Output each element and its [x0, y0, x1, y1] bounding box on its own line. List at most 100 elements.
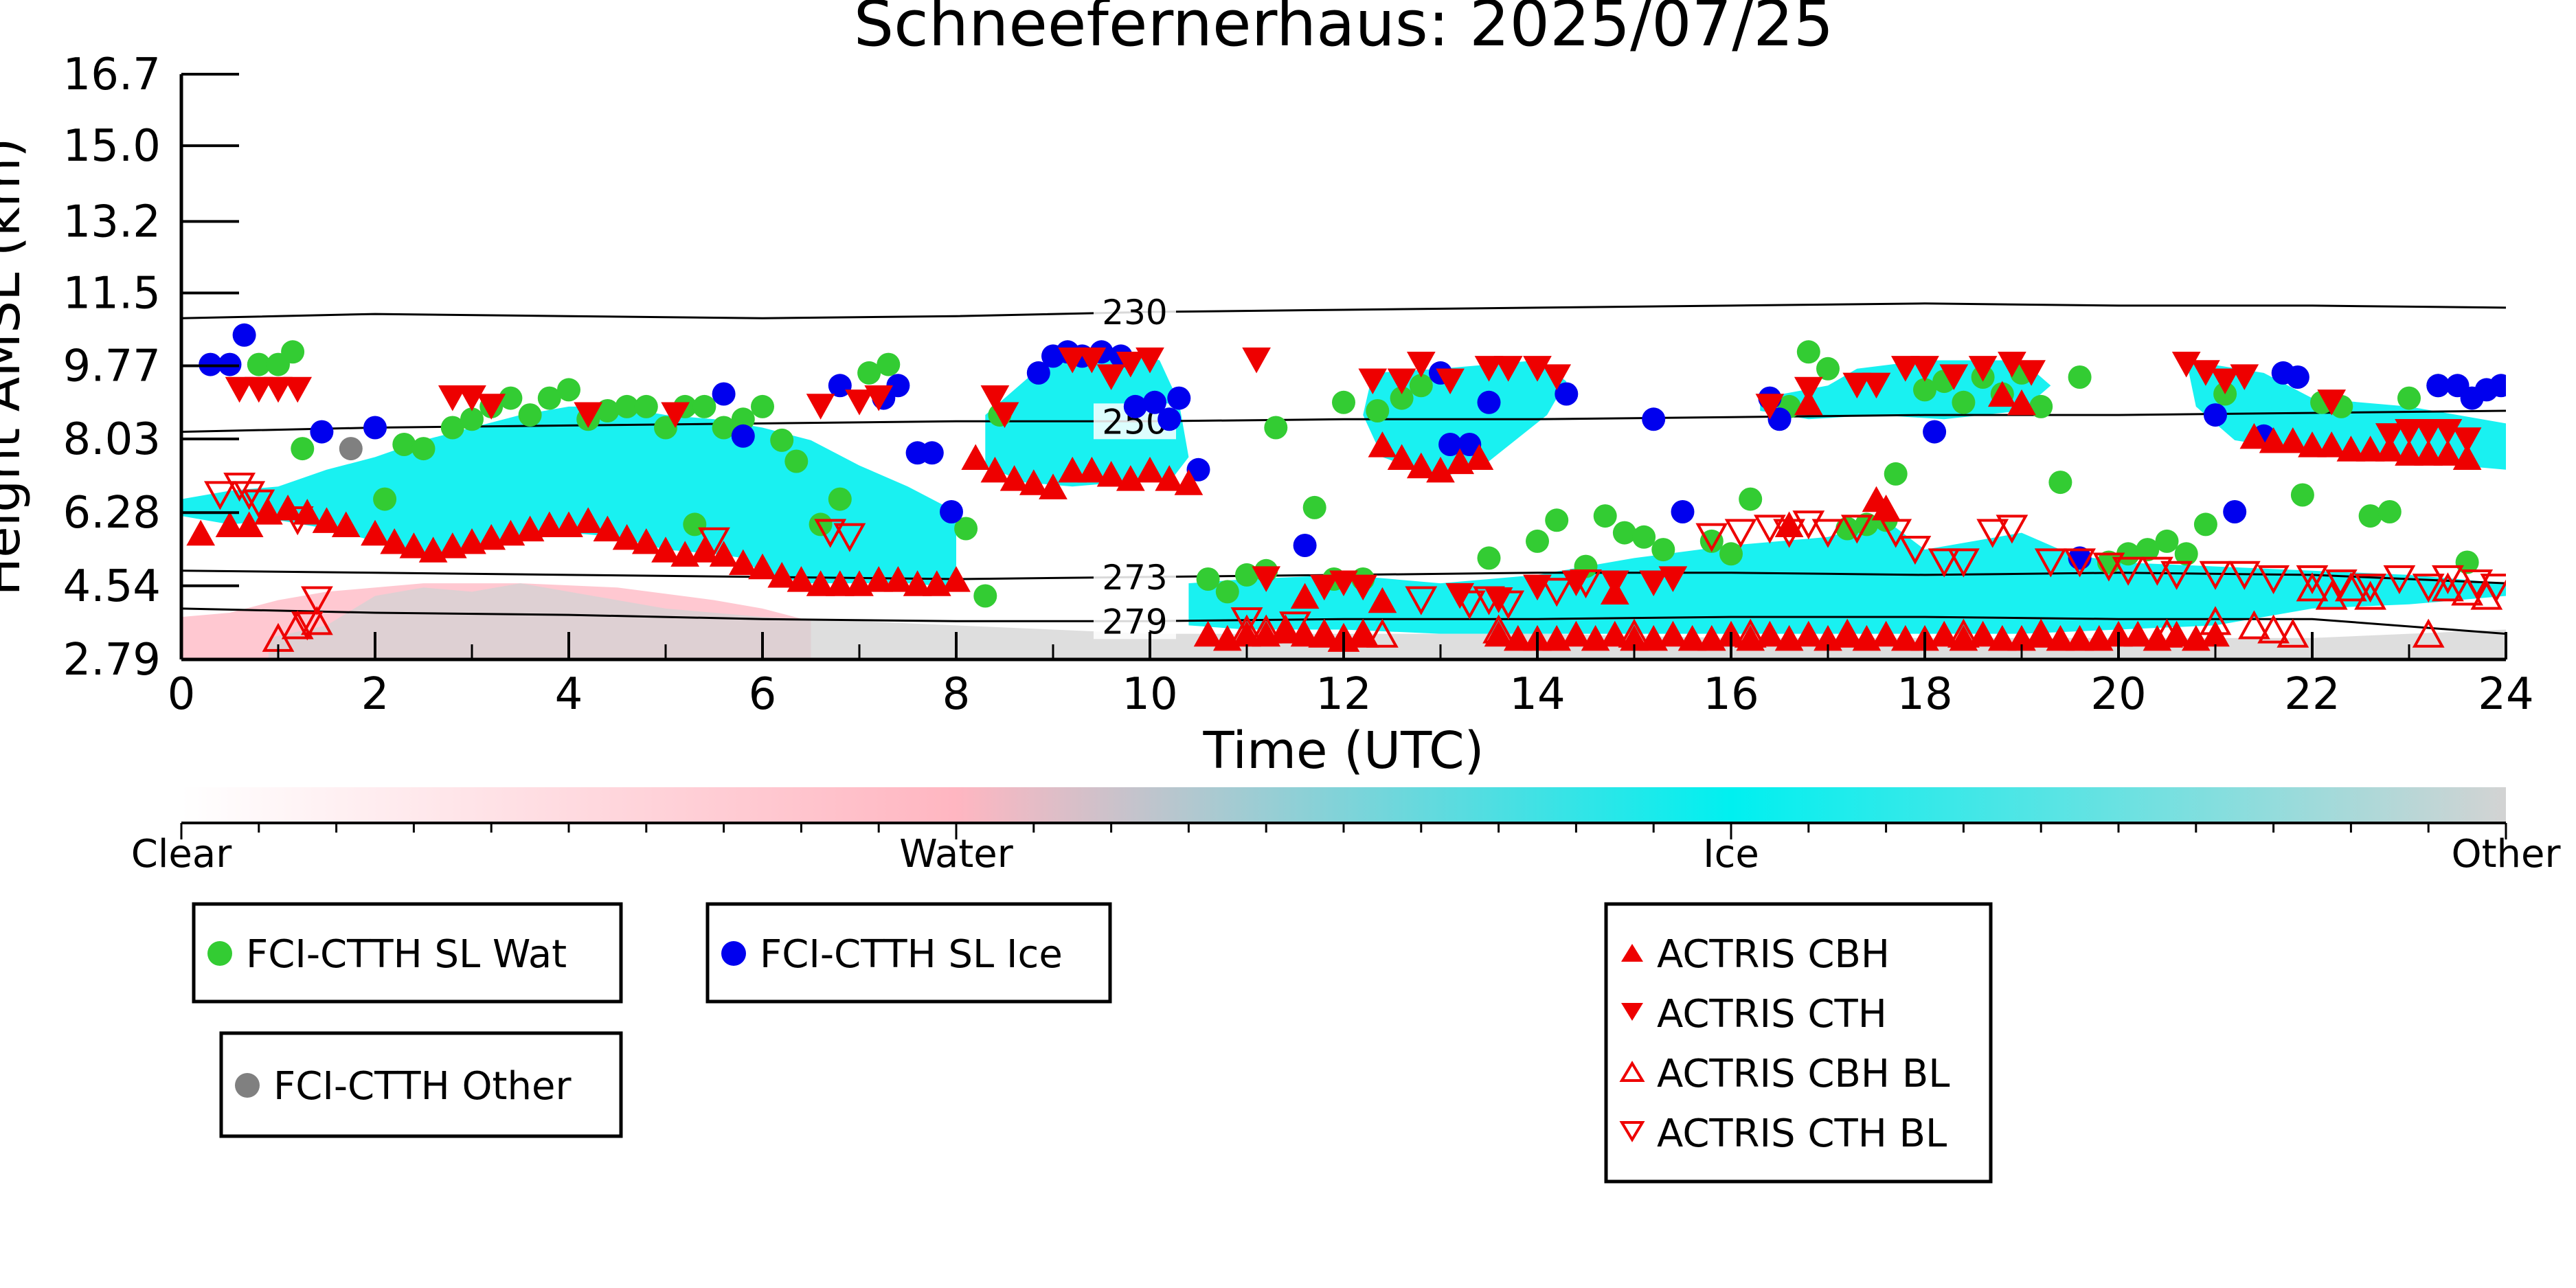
marker-fci-ctth-sl-ice [1157, 407, 1182, 431]
marker-actris-cth-bl [1773, 519, 1805, 548]
marker-actris-cbh-bl [2432, 572, 2464, 602]
marker-actris-cth-bl [2112, 556, 2145, 586]
marker-fci-ctth-sl-wat [1332, 390, 1355, 414]
marker-actris-cth [2395, 419, 2424, 445]
marker-actris-cbh [2065, 624, 2094, 651]
y-tick-label: 9.77 [63, 341, 161, 392]
marker-actris-cth-bl [2034, 548, 2067, 578]
marker-actris-cbh [2007, 389, 2036, 416]
marker-fci-ctth-other [339, 437, 363, 461]
marker-fci-ctth-sl-wat [973, 584, 997, 608]
marker-fci-ctth-sl-wat [1526, 529, 1549, 553]
marker-actris-cth-bl [2461, 569, 2494, 599]
marker-actris-cth [1523, 356, 1552, 382]
marker-fci-ctth-sl-wat [1816, 357, 1840, 381]
marker-fci-ctth-sl-wat [557, 378, 580, 402]
marker-actris-cbh [2452, 444, 2482, 471]
marker-actris-cth-bl [1879, 519, 1912, 548]
marker-fci-ctth-sl-wat [954, 517, 978, 541]
marker-actris-cth-bl [242, 489, 275, 519]
marker-fci-ctth-sl-wat [1390, 386, 1414, 410]
marker-actris-cth [1406, 352, 1436, 378]
marker-fci-ctth-sl-wat [1612, 521, 1636, 545]
marker-fci-ctth-sl-wat [2174, 542, 2198, 566]
marker-actris-cth [1436, 368, 1465, 395]
marker-actris-cth-bl [814, 519, 847, 548]
marker-actris-cth [1939, 364, 1969, 390]
legend-box-actris: ACTRIS CBH ACTRIS CTH ACTRIS CBH BL ACTR… [1604, 902, 1993, 1184]
marker-actris-cbh [186, 519, 216, 546]
marker-actris-cbh [748, 553, 777, 580]
marker-fci-ctth-sl-ice [2204, 403, 2227, 427]
marker-fci-ctth-sl-wat [1545, 508, 1569, 532]
marker-actris-cth-bl [2412, 574, 2445, 603]
marker-fci-ctth-sl-wat [281, 340, 305, 364]
marker-fci-ctth-sl-wat [2397, 386, 2421, 410]
marker-actris-cbh [1930, 620, 1959, 647]
marker-fci-ctth-sl-ice [1642, 407, 1666, 431]
marker-actris-cbh [1987, 624, 2017, 651]
marker-actris-cbh [767, 561, 797, 588]
marker-actris-cbh [534, 511, 564, 538]
marker-actris-cbh-bl [2412, 618, 2445, 648]
marker-actris-cbh-bl [2276, 618, 2309, 648]
marker-actris-cth-bl [1540, 578, 1573, 607]
legend-marker-cth-bl [1619, 1121, 1645, 1142]
x-axis-label: Time (UTC) [1202, 721, 1484, 780]
marker-actris-cth [2171, 352, 2201, 378]
marker-actris-cbh [1890, 624, 1920, 651]
marker-actris-cth-bl [2257, 565, 2290, 595]
marker-fci-ctth-sl-ice [1767, 407, 1792, 431]
marker-fci-ctth-sl-ice [1186, 457, 1210, 482]
x-tick-label: 8 [942, 669, 971, 720]
marker-actris-cth-bl [291, 611, 324, 641]
legend-label-sl-ice: FCI-CTTH SL Ice [760, 932, 1063, 977]
x-tick-label: 24 [2478, 669, 2533, 720]
marker-fci-ctth-sl-wat [291, 437, 315, 461]
marker-actris-cbh [1096, 460, 1126, 487]
marker-actris-cbh-bl [2257, 614, 2290, 644]
marker-fci-ctth-sl-wat [373, 487, 397, 511]
y-tick-label: 16.7 [63, 49, 161, 100]
marker-actris-cbh [1368, 431, 1397, 457]
x-tick-label: 14 [1509, 669, 1565, 720]
x-tick-label: 4 [555, 669, 583, 720]
marker-actris-cth [244, 376, 273, 403]
marker-fci-ctth-sl-wat [440, 416, 464, 440]
marker-actris-cth [1252, 566, 1281, 592]
marker-fci-ctth-sl-wat [537, 386, 561, 410]
legend-marker-cbh-bl [1619, 1061, 1645, 1082]
marker-fci-ctth-sl-wat [828, 487, 852, 511]
marker-actris-cbh [825, 570, 855, 596]
marker-actris-cth [2211, 368, 2239, 395]
legend-box-ice: FCI-CTTH SL Ice [705, 902, 1112, 1004]
contour-label-bg [1094, 603, 1176, 640]
marker-fci-ctth-sl-wat [809, 512, 833, 536]
marker-actris-cth [2191, 360, 2220, 386]
y-tick-label: 6.28 [63, 488, 161, 539]
marker-actris-cbh-bl [1482, 614, 1515, 644]
marker-actris-cth-bl [1473, 586, 1505, 615]
marker-actris-cbh [399, 532, 429, 558]
marker-actris-cth-bl [1976, 519, 2009, 548]
marker-actris-cbh-bl [2024, 618, 2057, 648]
marker-actris-cbh [2259, 427, 2288, 453]
marker-actris-cth [1493, 356, 1523, 382]
legend-marker-sl-ice [721, 941, 746, 966]
marker-actris-cth-bl [1453, 590, 1486, 620]
legend-label-sl-wat: FCI-CTTH SL Wat [246, 932, 567, 977]
marker-fci-ctth-sl-wat [1235, 563, 1258, 587]
contour-label-279: 279 [1102, 602, 1167, 642]
marker-fci-ctth-sl-wat [654, 416, 677, 440]
x-tick-label: 12 [1315, 669, 1371, 720]
x-tick-label: 18 [1897, 669, 1952, 720]
marker-fci-ctth-sl-wat [615, 394, 639, 418]
marker-actris-cth [1474, 356, 1504, 382]
x-tick-label: 16 [1703, 669, 1759, 720]
marker-actris-cth-bl [1492, 590, 1525, 620]
chart-title: Schneefernerhaus: 2025/07/25 [854, 0, 1834, 60]
marker-actris-cbh [1193, 620, 1223, 647]
marker-actris-cbh [1039, 473, 1067, 499]
cloud-region-ice [985, 352, 1189, 487]
marker-actris-cth [1658, 566, 1688, 592]
